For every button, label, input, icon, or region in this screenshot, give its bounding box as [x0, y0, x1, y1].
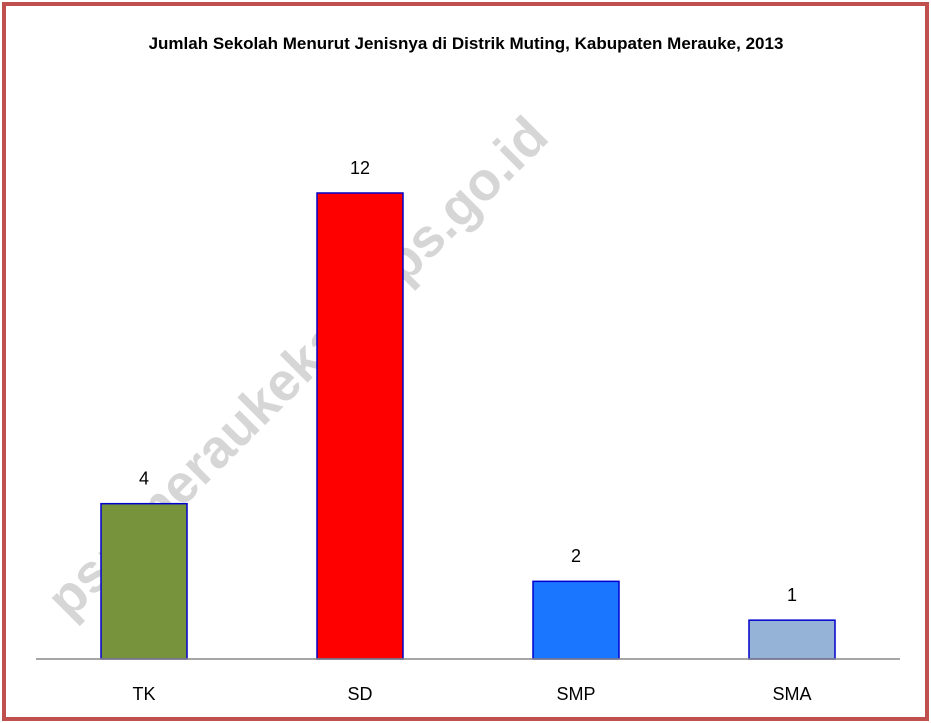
value-label: 4 — [139, 468, 149, 488]
bar — [100, 502, 188, 660]
value-label: 1 — [787, 585, 797, 605]
x-tick-label: SD — [347, 684, 372, 704]
x-tick-label: SMP — [556, 684, 595, 704]
bar — [316, 192, 404, 660]
x-tick-label: TK — [132, 684, 155, 704]
value-label: 12 — [350, 158, 370, 178]
value-label: 2 — [571, 546, 581, 566]
bar — [532, 580, 620, 660]
bar — [748, 619, 836, 660]
chart-title: Jumlah Sekolah Menurut Jenisnya di Distr… — [148, 34, 784, 53]
x-tick-label: SMA — [772, 684, 811, 704]
